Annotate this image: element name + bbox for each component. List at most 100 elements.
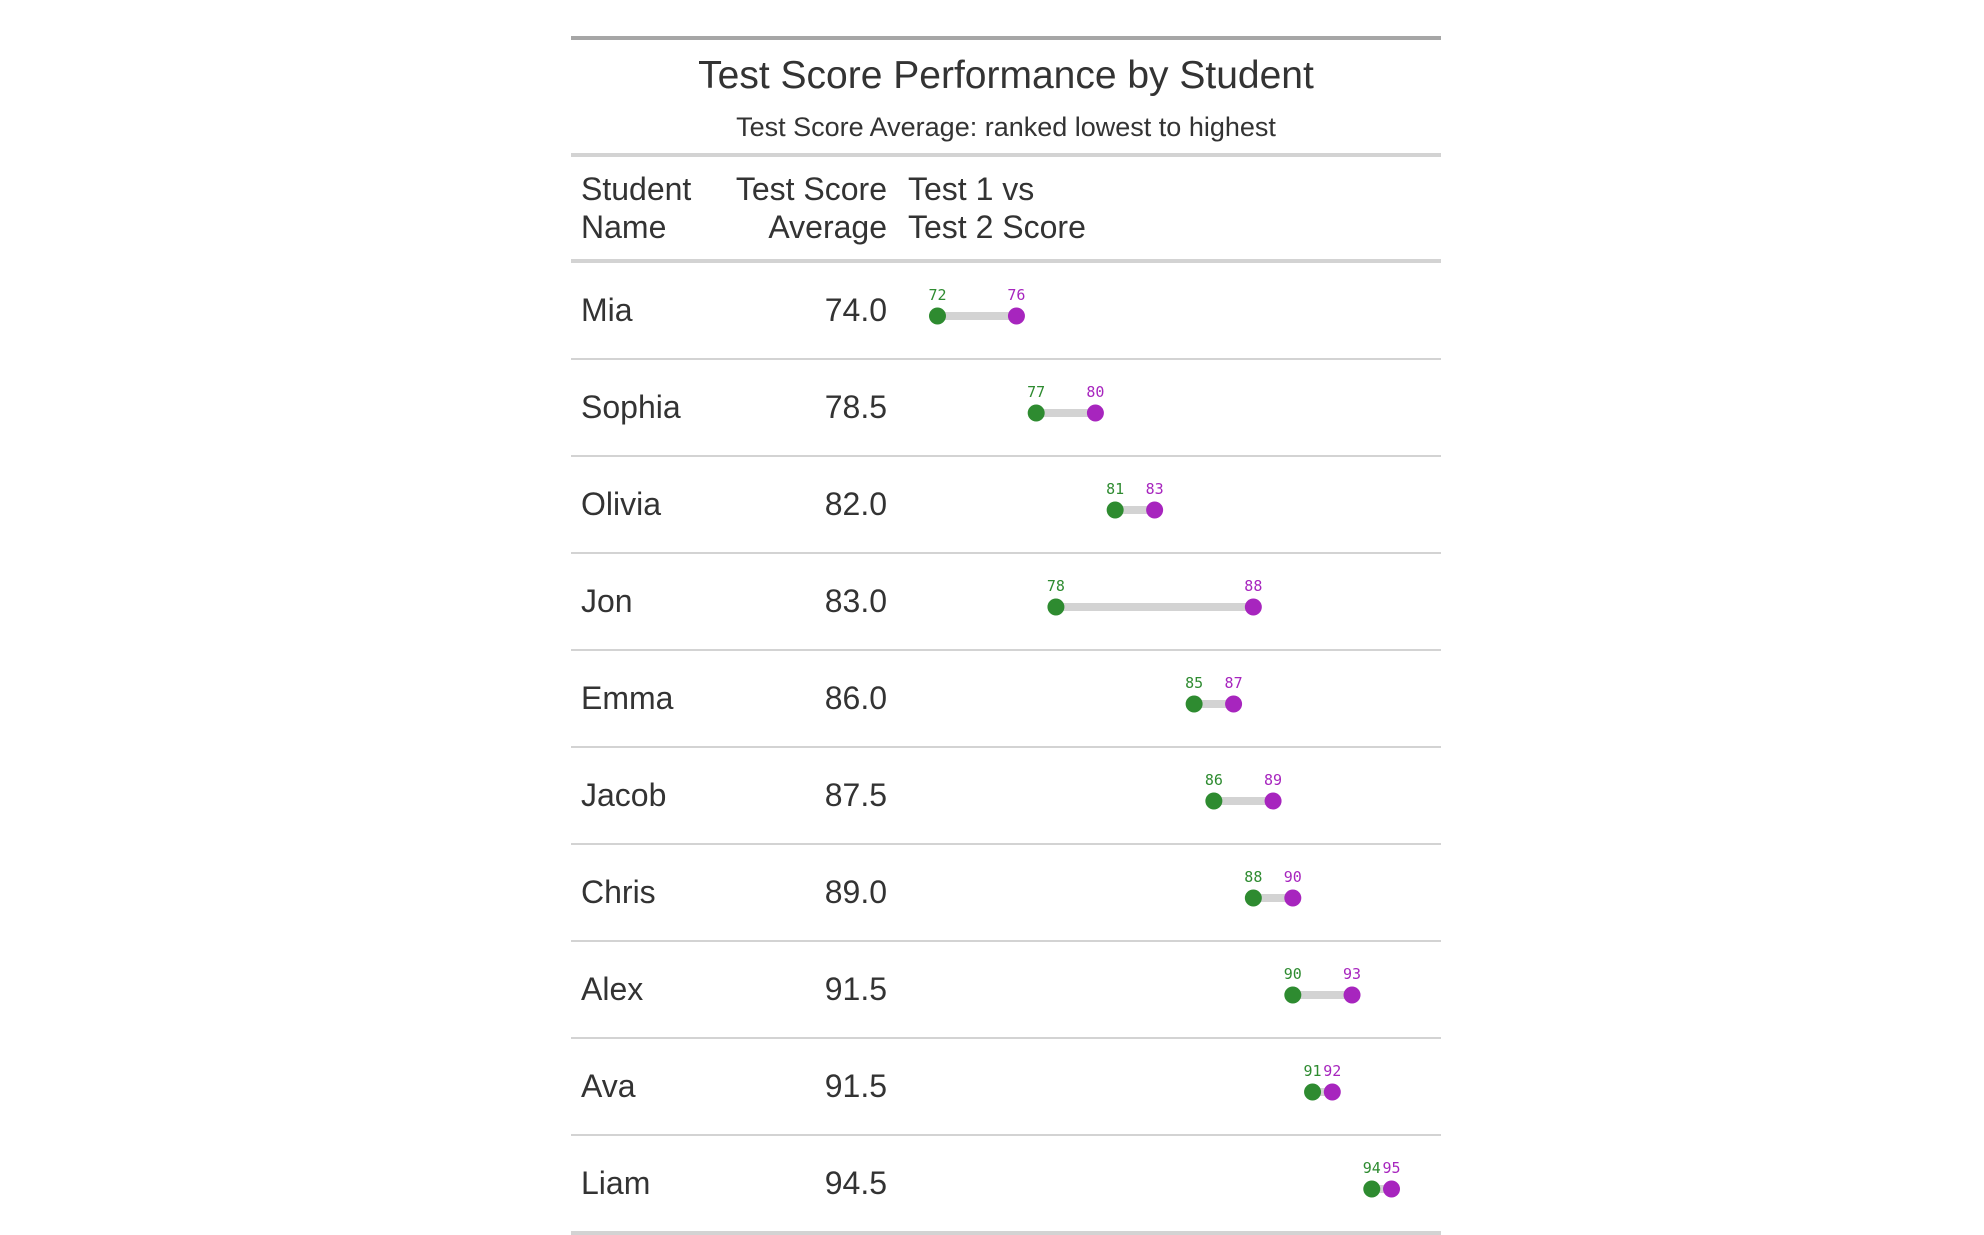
column-header-name-line1: Student [581,171,692,207]
student-name: Mia [581,292,633,328]
dumbbell-plot: 77 80 [1027,383,1104,422]
student-name: Jon [581,583,633,619]
test1-point [1047,598,1065,616]
table-row: Chris 89.0 88 90 [571,845,1441,942]
dumbbell-plot-cell: 91 92 [888,1039,1441,1134]
test-score-average: 94.5 [824,1165,887,1201]
student-name: Jacob [581,777,667,813]
dumbbell-plot: 91 92 [1304,1062,1341,1101]
test1-label: 91 [1304,1062,1322,1080]
dumbbell-plot-cell: 78 88 [888,554,1441,649]
dumbbell-plot: 90 93 [1284,965,1361,1004]
table-body: Mia 74.0 72 76 Sophia 78.5 77 80 Olivia 82.0 81 83 J… [571,263,1441,1235]
dumbbell-plot: 72 76 [928,286,1025,325]
test2-label: 92 [1323,1062,1341,1080]
test2-point [1383,1180,1401,1198]
dumbbell-plot-cell: 90 93 [888,942,1441,1037]
test2-point [1323,1083,1341,1101]
test-score-average: 78.5 [824,389,887,425]
student-name: Sophia [581,389,681,425]
dumbbell-plot-cell: 72 76 [888,263,1441,358]
table-subtitle: Test Score Average: ranked lowest to hig… [736,112,1276,142]
test2-point [1146,501,1164,519]
test1-point [1185,695,1203,713]
test-score-average: 91.5 [824,1068,887,1104]
student-name: Ava [581,1068,636,1104]
dumbbell-plot-cell: 81 83 [888,457,1441,552]
test2-label: 93 [1343,965,1361,983]
test1-label: 88 [1244,868,1262,886]
test1-label: 86 [1205,771,1223,789]
test1-point [1205,792,1223,810]
test1-point [1363,1180,1381,1198]
table-row: Sophia 78.5 77 80 [571,360,1441,457]
test2-label: 90 [1284,868,1302,886]
top-rule [571,36,1441,40]
test2-label: 95 [1382,1159,1400,1177]
test2-label: 89 [1264,771,1282,789]
test2-label: 80 [1086,383,1104,401]
test2-point [1007,307,1025,325]
dumbbell-plot: 78 88 [1047,577,1262,616]
test2-point [1284,889,1302,907]
test-score-average: 89.0 [824,874,887,910]
test2-label: 88 [1244,577,1262,595]
student-name: Olivia [581,486,662,522]
column-header-name-line2: Name [581,209,667,245]
column-header-plot-line1: Test 1 vs [908,171,1035,207]
test1-label: 85 [1185,674,1203,692]
column-header-average-line1: Test Score [735,171,887,207]
test2-label: 83 [1146,480,1164,498]
test-score-average: 91.5 [824,971,887,1007]
dumbbell-plot-cell: 88 90 [888,845,1441,940]
column-header-plot: Test 1 vs Test 2 Score [887,170,1086,246]
test1-point [1244,889,1262,907]
dumbbell-plot: 88 90 [1244,868,1302,907]
test1-label: 94 [1363,1159,1381,1177]
dumbbell-plot: 94 95 [1363,1159,1401,1198]
test2-label: 76 [1007,286,1025,304]
test1-label: 90 [1284,965,1302,983]
table-row: Mia 74.0 72 76 [571,263,1441,360]
student-name: Chris [581,874,656,910]
column-header-name: Student Name [571,170,719,246]
column-header-plot-line2: Test 2 Score [908,209,1086,245]
column-header-row: Student Name Test Score Average Test 1 v… [571,157,1441,259]
column-header-average: Test Score Average [719,170,887,246]
test1-point [1284,986,1302,1004]
table-row: Liam 94.5 94 95 [571,1136,1441,1235]
student-name: Liam [581,1165,651,1201]
dumbbell-plot-cell: 94 95 [888,1136,1441,1231]
table-title: Test Score Performance by Student [698,54,1314,97]
table-row: Ava 91.5 91 92 [571,1039,1441,1136]
dumbbell-plot: 81 83 [1106,480,1164,519]
dumbbell-plot-cell: 77 80 [888,360,1441,455]
header-rule [571,153,1441,157]
table-row: Olivia 82.0 81 83 [571,457,1441,554]
test1-label: 77 [1027,383,1045,401]
dumbbell-plot-cell: 85 87 [888,651,1441,746]
test-score-average: 83.0 [824,583,887,619]
test1-label: 78 [1047,577,1065,595]
test1-label: 72 [928,286,946,304]
table-row: Emma 86.0 85 87 [571,651,1441,748]
score-table: Test Score Performance by Student Test S… [571,36,1441,1235]
test1-point [1106,501,1124,519]
test2-point [1086,404,1104,422]
student-name: Alex [581,971,644,1007]
student-name: Emma [581,680,674,716]
test1-point [1027,404,1045,422]
test2-point [1244,598,1262,616]
test2-label: 87 [1225,674,1243,692]
dumbbell-plot: 85 87 [1185,674,1243,713]
table-row: Jacob 87.5 86 89 [571,748,1441,845]
column-header-average-line2: Average [768,209,887,245]
test-score-average: 74.0 [824,292,887,328]
test1-label: 81 [1106,480,1124,498]
table-row: Alex 91.5 90 93 [571,942,1441,1039]
dumbbell-plot-cell: 86 89 [888,748,1441,843]
test-score-average: 87.5 [824,777,887,813]
table-row: Jon 83.0 78 88 [571,554,1441,651]
test-score-average: 82.0 [824,486,887,522]
test1-point [1304,1083,1322,1101]
